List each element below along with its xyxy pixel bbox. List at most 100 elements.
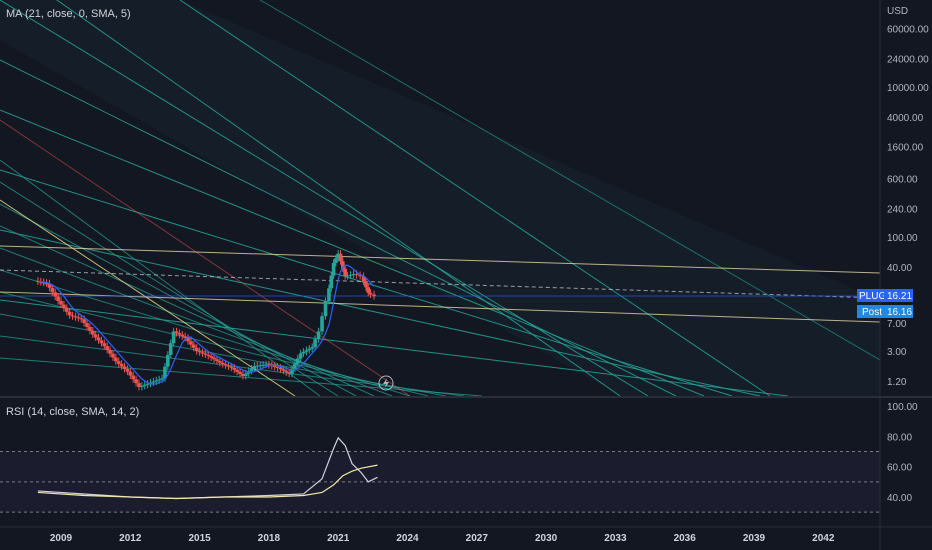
candle-body[interactable] <box>223 364 228 366</box>
candle-body[interactable] <box>93 334 98 338</box>
candle-body[interactable] <box>348 274 353 276</box>
candle-body[interactable] <box>316 331 321 340</box>
candle-body[interactable] <box>180 334 185 337</box>
candle-body[interactable] <box>310 347 315 349</box>
candles[interactable] <box>36 249 376 391</box>
candle-body[interactable] <box>261 364 265 366</box>
candle-body[interactable] <box>70 315 75 317</box>
candle-body[interactable] <box>361 276 366 282</box>
candle-body[interactable] <box>368 292 373 295</box>
candle-body[interactable] <box>56 296 60 302</box>
candle-body[interactable] <box>364 281 368 288</box>
candle-body[interactable] <box>174 331 179 334</box>
candle-body[interactable] <box>50 287 55 293</box>
candle-body[interactable] <box>137 383 141 387</box>
candle-body[interactable] <box>105 346 109 350</box>
candle-body[interactable] <box>255 365 260 367</box>
candle-body[interactable] <box>189 341 193 345</box>
candle-body[interactable] <box>128 371 133 376</box>
candle-body[interactable] <box>272 366 277 368</box>
candle-body[interactable] <box>209 355 213 358</box>
candle-body[interactable] <box>345 275 350 277</box>
candle-body[interactable] <box>183 336 187 338</box>
candle-body[interactable] <box>122 366 127 370</box>
candle-body[interactable] <box>197 351 202 353</box>
candle-body[interactable] <box>177 333 182 335</box>
candle-body[interactable] <box>238 371 242 374</box>
candle-body[interactable] <box>366 287 371 293</box>
candle-body[interactable] <box>119 363 124 367</box>
candle-body[interactable] <box>76 317 81 319</box>
candle-body[interactable] <box>358 275 362 277</box>
candle-body[interactable] <box>171 331 176 344</box>
candle-body[interactable] <box>53 292 58 297</box>
candle-body[interactable] <box>275 366 280 368</box>
candle-body[interactable] <box>290 368 294 374</box>
candle-body[interactable] <box>96 337 101 341</box>
candle-body[interactable] <box>62 304 66 309</box>
candle-body[interactable] <box>59 301 63 305</box>
candle-body[interactable] <box>218 361 222 363</box>
candle-body[interactable] <box>264 364 268 366</box>
candle-body[interactable] <box>212 357 216 360</box>
candle-body[interactable] <box>114 357 118 362</box>
candle-body[interactable] <box>341 261 345 269</box>
candle-body[interactable] <box>249 368 254 372</box>
candle-body[interactable] <box>235 369 239 372</box>
candle-body[interactable] <box>244 373 248 376</box>
candle-body[interactable] <box>47 283 52 288</box>
candle-body[interactable] <box>73 316 78 318</box>
candle-body[interactable] <box>36 280 40 282</box>
candle-body[interactable] <box>200 352 205 354</box>
candle-body[interactable] <box>304 350 309 352</box>
candle-body[interactable] <box>82 319 86 324</box>
candle-body[interactable] <box>287 372 291 374</box>
candle-body[interactable] <box>85 323 89 327</box>
candle-body[interactable] <box>351 274 356 276</box>
candle-body[interactable] <box>90 330 95 335</box>
candle-body[interactable] <box>166 354 170 367</box>
candle-body[interactable] <box>140 385 144 387</box>
candle-body[interactable] <box>278 367 283 370</box>
candle-body[interactable] <box>327 288 331 302</box>
candle-body[interactable] <box>108 349 112 354</box>
candle-body[interactable] <box>160 378 164 380</box>
candle-body[interactable] <box>232 367 237 370</box>
candle-body[interactable] <box>354 274 359 276</box>
candle-body[interactable] <box>186 337 190 342</box>
candle-body[interactable] <box>329 275 334 289</box>
candle-body[interactable] <box>267 364 271 366</box>
ma-indicator-label[interactable]: MA (21, close, 0, SMA, 5) <box>6 8 131 20</box>
rsi-ma-line[interactable] <box>37 464 378 500</box>
candle-body[interactable] <box>192 344 196 348</box>
candle-body[interactable] <box>163 366 167 379</box>
candle-body[interactable] <box>99 340 104 344</box>
candle-body[interactable] <box>229 366 234 368</box>
candle-body[interactable] <box>343 268 347 277</box>
candle-body[interactable] <box>154 380 159 382</box>
candle-body[interactable] <box>131 375 135 380</box>
candle-body[interactable] <box>134 379 138 384</box>
candle-body[interactable] <box>151 381 156 383</box>
candle-body[interactable] <box>215 359 219 362</box>
candle-body[interactable] <box>220 362 225 365</box>
candle-body[interactable] <box>293 363 297 369</box>
candle-body[interactable] <box>281 369 286 371</box>
candle-body[interactable] <box>323 301 328 317</box>
candle-body[interactable] <box>88 326 92 331</box>
lightning-icon[interactable] <box>378 375 394 391</box>
candle-body[interactable] <box>295 358 300 364</box>
candle-body[interactable] <box>64 308 69 312</box>
candle-body[interactable] <box>102 343 107 347</box>
candle-body[interactable] <box>203 353 208 355</box>
ma-line[interactable] <box>37 264 375 385</box>
rsi-pane[interactable] <box>0 436 880 513</box>
candle-body[interactable] <box>168 343 173 355</box>
candle-body[interactable] <box>372 294 376 297</box>
candle-body[interactable] <box>301 351 306 354</box>
rsi-indicator-label[interactable]: RSI (14, close, SMA, 14, 2) <box>6 406 139 418</box>
candle-body[interactable] <box>206 354 211 356</box>
candle-body[interactable] <box>338 253 343 262</box>
